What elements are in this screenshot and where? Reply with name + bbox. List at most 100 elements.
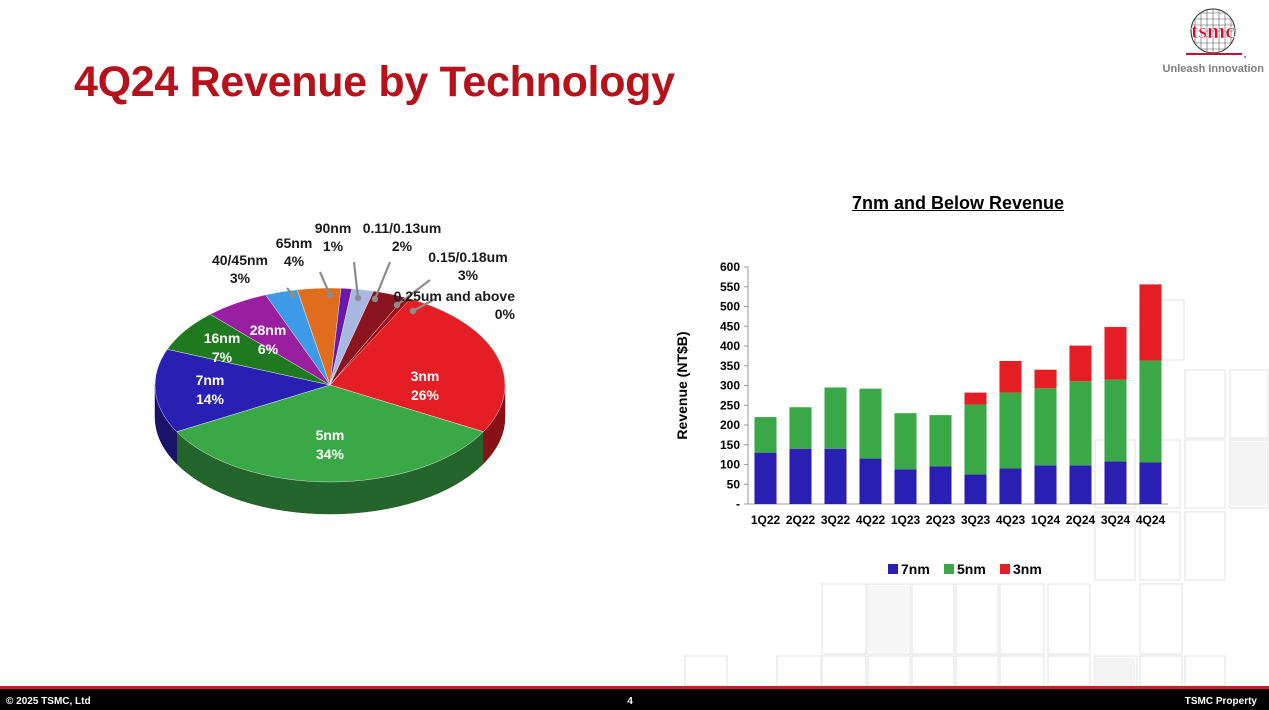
pie-leader-dot-65nm	[326, 291, 334, 299]
bar-7nm-4Q24	[1139, 462, 1162, 504]
legend-swatch-5nm	[944, 564, 954, 574]
bar-stacks	[754, 284, 1162, 504]
bar-7nm-1Q24	[1034, 465, 1057, 504]
y-tick-label: 150	[720, 438, 740, 452]
pie-slice-5nm	[176, 384, 484, 483]
pie-label-28nm: 28nm	[250, 322, 287, 338]
pie-value-28nm: 6%	[258, 341, 279, 357]
bar-5nm-4Q22	[859, 388, 882, 459]
pie-leader-dot-0-11-0-13um	[371, 295, 379, 303]
bar-5nm-1Q23	[894, 413, 917, 470]
pie-value-40-45nm: 3%	[230, 270, 251, 286]
bar-7nm-4Q22	[859, 458, 882, 504]
bar-5nm-1Q24	[1034, 388, 1057, 466]
bar-5nm-1Q22	[754, 417, 777, 453]
pie-value-3nm: 26%	[411, 387, 440, 403]
pie-leader-dot-90nm	[354, 294, 362, 302]
pie-value-16nm: 7%	[212, 349, 233, 365]
bar-3nm-3Q23	[964, 392, 987, 405]
pie-label-5nm: 5nm	[316, 427, 345, 443]
bar-5nm-3Q23	[964, 404, 987, 475]
pie-value-65nm: 4%	[284, 253, 305, 269]
slide-title: 4Q24 Revenue by Technology	[74, 58, 675, 106]
bar-5nm-2Q22	[789, 407, 812, 449]
x-tick-label: 3Q23	[961, 513, 991, 527]
pie-value-0-11-0-13um: 2%	[392, 238, 413, 254]
bar-7nm-2Q22	[789, 448, 812, 504]
legend-label-3nm: 3nm	[1013, 561, 1042, 577]
bar-7nm-2Q23	[929, 466, 952, 504]
y-tick-label: 550	[720, 280, 740, 294]
legend-label-5nm: 5nm	[957, 561, 986, 577]
x-tick-label: 1Q22	[751, 513, 781, 527]
y-tick-label: -	[736, 497, 740, 511]
pie-value-7nm: 14%	[196, 391, 225, 407]
legend-label-7nm: 7nm	[901, 561, 930, 577]
pie-label-7nm: 7nm	[196, 372, 225, 388]
footer-property: TSMC Property	[1184, 696, 1257, 707]
y-tick-label: 600	[720, 260, 740, 274]
x-tick-label: 4Q22	[856, 513, 886, 527]
y-tick-label: 500	[720, 300, 740, 314]
bar-7nm-3Q22	[824, 448, 847, 504]
bar-7nm-4Q23	[999, 468, 1022, 504]
pie-leader-dot-0-25um-and-above	[409, 307, 417, 315]
bar-3nm-3Q24	[1104, 327, 1127, 380]
x-tick-label: 4Q23	[996, 513, 1026, 527]
legend-swatch-3nm	[1000, 564, 1010, 574]
pie-labels: 3nm 26% 5nm 34% 7nm 14% 16nm 7% 28nm 6% 40/45nm 3% 6…	[196, 220, 516, 462]
footer-page-number: 4	[627, 696, 633, 707]
y-tick-label: 300	[720, 379, 740, 393]
pie-leader-dot-40-45nm	[289, 291, 297, 299]
logo-wordmark: tsmc	[1191, 18, 1235, 43]
pie-label-90nm: 90nm	[315, 220, 352, 236]
technology-pie-chart: 3nm 26% 5nm 34% 7nm 14% 16nm 7% 28nm 6% 40/45nm 3% 6…	[154, 220, 516, 515]
pie-leader-0-25um-and-above	[412, 298, 436, 312]
pie-leader-65nm	[318, 271, 332, 296]
pie-slice-3nm	[329, 297, 506, 432]
bar-5nm-4Q23	[999, 392, 1022, 469]
pie-label-0-15-0-18um: 0.15/0.18um	[428, 249, 507, 265]
y-axis-label: Revenue (NT$B)	[674, 331, 690, 439]
x-tick-label: 1Q24	[1031, 513, 1061, 527]
x-tick-label: 3Q24	[1101, 513, 1131, 527]
x-tick-label: 2Q23	[926, 513, 956, 527]
bar-7nm-3Q24	[1104, 461, 1127, 504]
legend-swatch-7nm	[888, 564, 898, 574]
bar-5nm-2Q23	[929, 415, 952, 467]
bar-7nm-2Q24	[1069, 465, 1092, 504]
pie-label-3nm: 3nm	[411, 368, 440, 384]
x-tick-label: 2Q22	[786, 513, 816, 527]
y-axis: - 50 100 150 200 250 300 350 400 450 500 550 600	[720, 260, 1168, 511]
pie-value-90nm: 1%	[323, 238, 344, 254]
tagline: Unleash Innovation	[1162, 63, 1264, 75]
x-tick-label: 2Q24	[1066, 513, 1096, 527]
y-tick-label: 250	[720, 398, 740, 412]
bar-3nm-4Q23	[999, 361, 1022, 393]
pie-label-0-25um-and-above: 0.25um and above	[394, 288, 516, 304]
pie-value-0-25um-and-above: 0%	[495, 306, 516, 322]
pie-slices	[154, 287, 506, 483]
bar-legend: 7nm 5nm 3nm	[888, 561, 1042, 577]
pie-slice-7nm	[154, 349, 331, 432]
bar-5nm-4Q24	[1139, 360, 1162, 463]
pie-label-40-45nm: 40/45nm	[212, 252, 268, 268]
y-tick-label: 50	[727, 477, 741, 491]
pie-label-65nm: 65nm	[276, 235, 313, 251]
y-tick-label: 350	[720, 359, 740, 373]
pie-label-0-11-0-13um: 0.11/0.13um	[363, 220, 442, 236]
pie-leader-dot-0-15-0-18um	[393, 301, 401, 309]
revenue-stacked-bar-chart: - 50 100 150 200 250 300 350 400 450 500 550 600 Reve…	[674, 260, 1168, 577]
bar-5nm-3Q22	[824, 387, 847, 449]
footer-bar: © 2025 TSMC, Ltd 4 TSMC Property	[0, 686, 1269, 710]
bar-chart-title: 7nm and Below Revenue	[851, 193, 1065, 213]
bar-3nm-2Q24	[1069, 345, 1092, 382]
tsmc-logo: tsmc	[1186, 8, 1247, 59]
y-tick-label: 100	[720, 458, 740, 472]
bar-3nm-1Q24	[1034, 369, 1057, 389]
pie-leader-0-11-0-13um	[373, 261, 392, 300]
x-tick-label: 4Q24	[1136, 513, 1166, 527]
x-tick-label: 3Q22	[821, 513, 851, 527]
bar-5nm-2Q24	[1069, 381, 1092, 466]
x-tick-label: 1Q23	[891, 513, 921, 527]
